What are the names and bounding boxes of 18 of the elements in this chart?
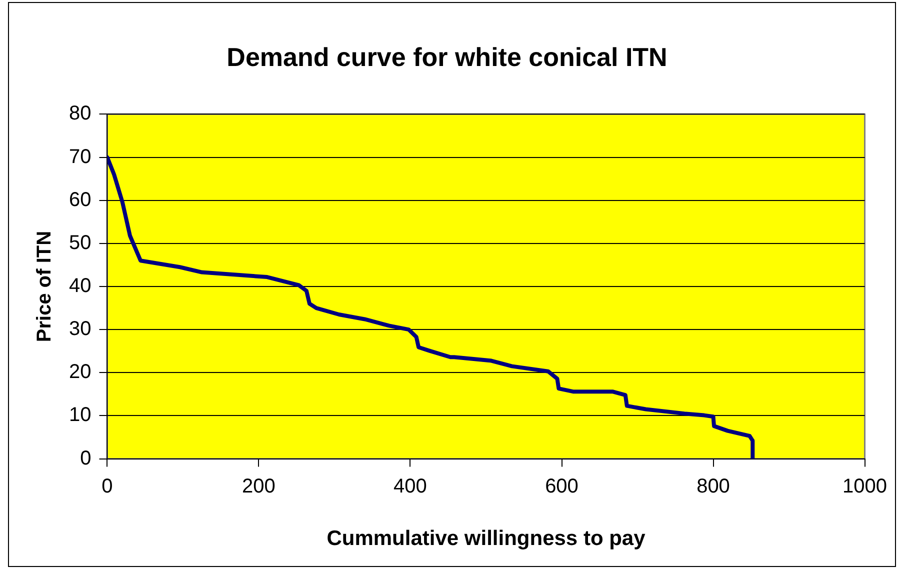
- y-tick-label: 60: [68, 188, 92, 211]
- x-axis-title: Cummulative willingness to pay: [326, 527, 646, 550]
- y-tick-label: 20: [68, 361, 92, 384]
- y-tick-label: 10: [68, 404, 92, 426]
- y-tick-label: 30: [68, 318, 92, 340]
- y-tick-label: 50: [68, 232, 92, 254]
- y-tick-label: 0: [80, 447, 92, 470]
- x-tick-label: 600: [545, 475, 578, 498]
- y-axis-title: Price of ITN: [34, 230, 56, 342]
- x-tick-label: 200: [242, 475, 276, 498]
- x-tick-label: 0: [102, 475, 113, 498]
- y-tick-label: 70: [68, 146, 92, 168]
- x-tick-label: 400: [394, 475, 427, 498]
- chart-title: Demand curve for white conical ITN: [226, 42, 668, 72]
- y-tick-label: 80: [68, 102, 92, 125]
- y-tick-label: 40: [68, 275, 92, 298]
- x-tick-label: 800: [696, 475, 730, 498]
- x-tick-label: 1000: [842, 475, 888, 498]
